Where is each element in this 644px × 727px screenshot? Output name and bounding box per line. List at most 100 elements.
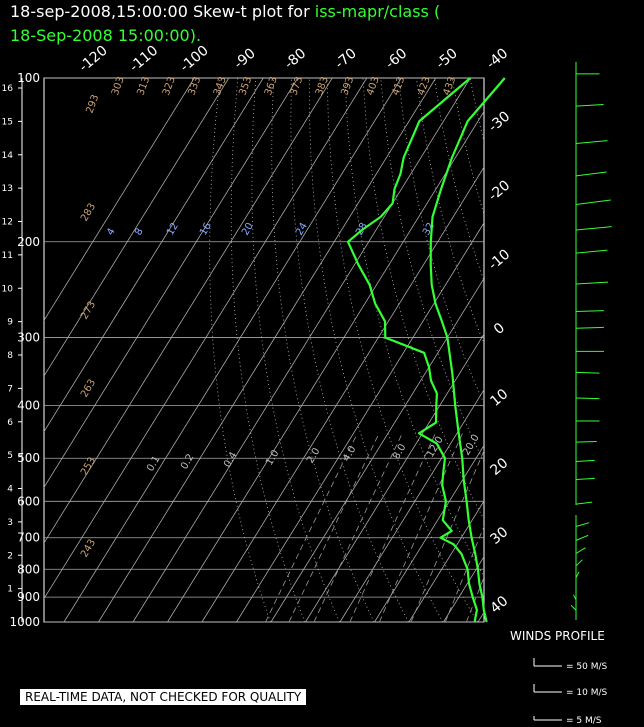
- isotherm-line: [443, 555, 484, 622]
- dry-adiabat-label: 413: [390, 75, 407, 97]
- wind-barb: [575, 371, 600, 374]
- isotherm-label-top: -100: [177, 43, 212, 76]
- isotherm-line: [408, 500, 484, 622]
- height-tick-label: 3: [7, 518, 13, 528]
- wind-barb: [570, 604, 577, 611]
- mixing-ratio-label: 1.0: [264, 448, 281, 467]
- isotherm-label-top: -80: [282, 45, 310, 72]
- mixing-ratio-label: 32: [421, 221, 437, 238]
- title-station: iss-mapr/class (: [314, 2, 441, 21]
- isotherm-line: [305, 333, 484, 622]
- dry-adiabat-label: 313: [135, 75, 152, 97]
- isotherm-line: [44, 78, 264, 433]
- wind-barb: [575, 281, 609, 285]
- mixing-ratio-label: 12: [165, 221, 181, 238]
- dry-adiabat-curve: [433, 78, 484, 283]
- mixing-ratio-line: [313, 433, 403, 622]
- dry-adiabat-label: 383: [314, 75, 331, 97]
- wind-barb: [575, 440, 597, 443]
- dry-adiabat-label: 403: [365, 75, 382, 97]
- isotherm-line: [167, 110, 484, 622]
- pressure-tick-label: 100: [17, 71, 40, 85]
- height-tick-label: 6: [7, 418, 13, 428]
- isotherm-label-right: 20: [487, 455, 511, 479]
- mixing-ratio-line: [379, 433, 463, 622]
- dry-adiabat-label: 393: [339, 75, 356, 97]
- height-tick-label: 1: [7, 585, 13, 595]
- wind-barb: [573, 594, 577, 601]
- dry-adiabat-curve: [326, 78, 478, 622]
- dry-adiabat-curve: [559, 78, 644, 622]
- dry-adiabat-curve: [230, 78, 306, 622]
- height-tick-label: 2: [7, 551, 13, 561]
- isotherm-line: [44, 78, 195, 322]
- title-prefix: Skew-t plot for: [193, 2, 310, 21]
- isotherm-line: [44, 78, 230, 377]
- height-tick-label: 12: [2, 218, 13, 228]
- pressure-tick-label: 1000: [9, 615, 40, 629]
- isotherm-line: [547, 78, 644, 622]
- wind-barb: [575, 477, 595, 480]
- isotherm-label-right: -10: [486, 246, 514, 273]
- isotherm-group: [44, 78, 644, 622]
- wind-barb: [575, 310, 604, 313]
- dry-adiabat-curve: [524, 78, 644, 622]
- height-tick-label: 14: [2, 151, 14, 161]
- wind-barb: [575, 571, 580, 578]
- isotherm-label-right: -20: [486, 177, 514, 204]
- isotherm-label-top: -60: [383, 45, 411, 72]
- isotherm-label-top: -70: [332, 45, 360, 72]
- isotherm-label-right: 10: [487, 386, 511, 410]
- dry-adiabat-label: 433: [441, 75, 458, 97]
- mixing-ratio-label: 0.1: [145, 454, 162, 473]
- dry-adiabat-label: 243: [79, 537, 98, 559]
- isotherm-line: [513, 78, 644, 622]
- temperature-line: [429, 77, 506, 623]
- mixing-ratio-line: [466, 576, 484, 622]
- dry-adiabat-label: 333: [186, 75, 203, 97]
- wind-barb: [575, 171, 607, 177]
- dry-adiabat-curve: [488, 78, 644, 622]
- dry-adiabat-curve: [209, 78, 271, 622]
- height-tick-label: 5: [7, 451, 13, 461]
- height-tick-label: 8: [7, 351, 13, 361]
- dry-adiabat-label: 323: [161, 75, 178, 97]
- mixing-ratio-label: 2.0: [305, 446, 322, 465]
- mixing-ratio-label: 4: [105, 226, 118, 237]
- isotherm-line: [582, 78, 644, 622]
- wind-barb: [575, 559, 583, 567]
- pressure-tick-label: 900: [17, 590, 40, 604]
- dry-adiabat-label: 293: [84, 93, 101, 115]
- dry-adiabat-label: 273: [79, 299, 98, 321]
- wind-barb: [575, 522, 590, 528]
- wind-barb: [575, 249, 608, 254]
- dry-adiabat-curve: [595, 78, 644, 622]
- dry-adiabat-curve: [451, 78, 484, 216]
- mixing-ratio-line: [349, 433, 436, 622]
- dry-adiabat-label: 253: [79, 455, 98, 477]
- isotherm-line: [374, 444, 484, 622]
- pressure-tick-label: 200: [17, 235, 40, 249]
- isotherm-line: [44, 78, 333, 544]
- wind-barb: [575, 140, 608, 145]
- dry-adiabat-label: 303: [110, 75, 127, 97]
- mixing-ratio-line: [265, 433, 358, 622]
- wind-barb: [575, 459, 595, 463]
- wind-barb: [575, 103, 604, 107]
- chart-title: 18-sep-2008,15:00:00 Skew-t plot for iss…: [10, 2, 440, 22]
- dry-adiabat-curve: [398, 78, 484, 405]
- wind-barb: [575, 547, 586, 554]
- height-tick-label: 4: [7, 485, 13, 495]
- isotherm-line: [236, 222, 484, 622]
- mixing-ratio-label: 8: [133, 226, 146, 237]
- isotherm-line: [63, 78, 402, 622]
- isotherm-label-right: 0: [491, 320, 508, 338]
- wind-barb: [575, 226, 612, 231]
- wind-legend-title: WINDS PROFILE: [510, 629, 605, 643]
- pressure-tick-label: 800: [17, 562, 40, 576]
- isotherm-line: [98, 78, 437, 622]
- height-tick-label: 13: [2, 184, 13, 194]
- isotherm-label-top: -40: [484, 45, 512, 72]
- isotherm-label-top: -110: [127, 43, 162, 76]
